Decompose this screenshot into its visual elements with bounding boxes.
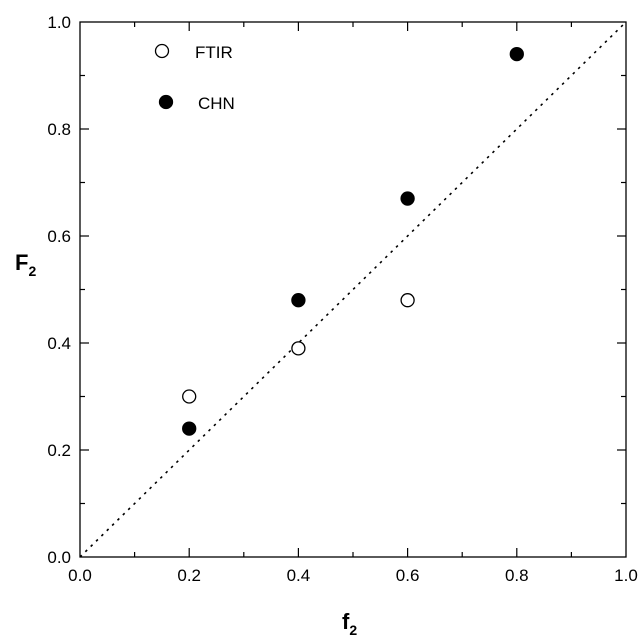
x-tick-label: 1.0 [614, 566, 638, 585]
x-tick-label: 0.6 [396, 566, 420, 585]
legend-marker-ftir [154, 43, 170, 59]
y-axis-title: F2 [15, 250, 36, 279]
data-point-ftir [291, 341, 306, 356]
y-tick-label: 1.0 [47, 13, 71, 32]
axis-ticks [80, 22, 626, 557]
y-tick-label: 0.4 [47, 334, 71, 353]
legend: FTIR CHN [154, 43, 235, 113]
data-points [182, 46, 524, 436]
x-axis-title: f2 [342, 609, 357, 638]
x-tick-label: 0.4 [287, 566, 311, 585]
data-point-ftir [182, 389, 197, 404]
data-point-chn [291, 293, 306, 308]
tick-labels: 0.0 0.2 0.4 0.6 0.8 1.0 0.0 0.2 0.4 0.6 0.8 1.0 [47, 13, 637, 585]
data-point-ftir [400, 293, 415, 308]
x-tick-label: 0.8 [505, 566, 529, 585]
y-tick-label: 0.2 [47, 441, 71, 460]
legend-label-ftir: FTIR [195, 43, 233, 62]
data-point-chn [400, 191, 415, 206]
y-tick-label: 0.8 [47, 120, 71, 139]
x-tick-label: 0.2 [177, 566, 201, 585]
legend-marker-chn [158, 94, 174, 110]
x-tick-label: 0.0 [68, 566, 92, 585]
legend-label-chn: CHN [198, 94, 235, 113]
data-point-chn [182, 421, 197, 436]
y-tick-label: 0.0 [47, 548, 71, 567]
y-tick-label: 0.6 [47, 227, 71, 246]
data-point-chn [509, 46, 524, 62]
